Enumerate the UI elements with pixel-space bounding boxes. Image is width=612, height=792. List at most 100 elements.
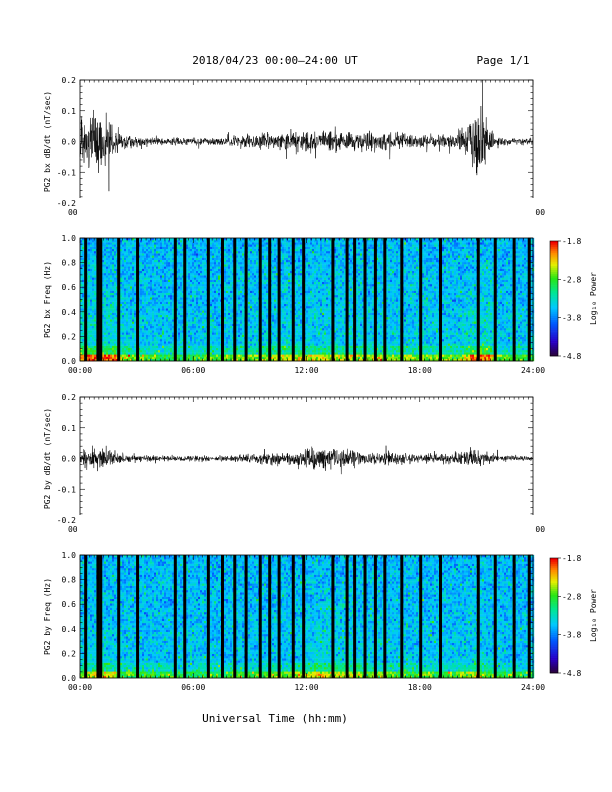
cell <box>150 301 153 304</box>
cell <box>160 279 163 282</box>
cell <box>240 284 243 287</box>
cell <box>94 257 97 260</box>
cell <box>114 297 117 300</box>
cell <box>226 297 229 300</box>
cell <box>138 308 141 311</box>
cell <box>94 290 97 293</box>
cell <box>104 286 107 289</box>
cell <box>166 301 169 304</box>
cell <box>110 314 113 318</box>
cell <box>112 354 115 357</box>
cell <box>172 332 175 335</box>
cell <box>148 255 151 258</box>
cell <box>230 246 233 249</box>
cell <box>158 343 161 346</box>
cell <box>198 350 201 353</box>
cell <box>242 273 245 276</box>
cell <box>226 286 229 289</box>
cell <box>214 244 217 247</box>
cell <box>228 240 231 243</box>
cell <box>110 277 113 280</box>
cell <box>180 301 183 304</box>
cell <box>188 312 191 315</box>
cell <box>168 352 171 355</box>
cell <box>236 319 239 322</box>
cell <box>188 358 191 362</box>
cell <box>148 251 151 254</box>
cell <box>186 312 189 315</box>
cell <box>128 277 131 280</box>
cell <box>90 325 93 329</box>
cell <box>92 314 95 318</box>
cell <box>166 266 169 269</box>
cell <box>180 288 183 291</box>
cell <box>212 330 215 333</box>
cell <box>186 264 189 267</box>
cell <box>166 251 169 254</box>
cell <box>124 268 127 271</box>
cell <box>226 264 229 267</box>
cell <box>128 237 131 241</box>
cell <box>188 277 191 280</box>
cell <box>80 266 83 269</box>
cell <box>130 237 133 241</box>
cell <box>156 240 159 243</box>
cell <box>216 288 219 291</box>
cell <box>202 314 205 318</box>
cell <box>182 310 185 313</box>
cell <box>80 270 83 274</box>
cell <box>88 339 91 342</box>
cell <box>224 343 227 346</box>
cell <box>190 248 193 252</box>
cell <box>90 336 93 340</box>
cell <box>142 352 145 355</box>
cell <box>146 240 149 243</box>
cell <box>148 268 151 271</box>
cell <box>230 279 233 282</box>
cell <box>186 301 189 304</box>
cell <box>114 262 117 265</box>
cell <box>106 248 109 252</box>
cell <box>232 301 235 304</box>
cell <box>122 284 125 287</box>
cell <box>204 317 207 320</box>
cell <box>210 301 213 304</box>
cell <box>88 244 91 247</box>
cell <box>186 341 189 344</box>
cell <box>146 292 149 296</box>
cell <box>110 288 113 291</box>
cell <box>230 297 233 300</box>
cell <box>214 242 217 245</box>
cell <box>92 352 95 355</box>
cell <box>194 325 197 329</box>
cell <box>182 253 185 256</box>
cell <box>148 328 151 331</box>
cell <box>226 325 229 329</box>
cell <box>116 303 119 307</box>
cell <box>182 281 185 285</box>
cell <box>90 308 93 311</box>
cell <box>104 352 107 355</box>
cell <box>226 273 229 276</box>
cell <box>202 308 205 311</box>
cell <box>102 262 105 265</box>
cell <box>212 290 215 293</box>
cell <box>168 310 171 313</box>
cell <box>132 325 135 329</box>
cell <box>160 303 163 307</box>
cell <box>154 237 157 241</box>
cell <box>116 275 119 278</box>
cell <box>204 262 207 265</box>
cell <box>240 358 243 362</box>
cell <box>130 323 133 326</box>
cell <box>200 262 203 265</box>
cell <box>114 314 117 318</box>
cell <box>126 350 129 353</box>
cell <box>142 290 145 293</box>
cell <box>216 301 219 304</box>
cell <box>198 240 201 243</box>
cell <box>150 328 153 331</box>
cell <box>242 310 245 313</box>
cell <box>194 255 197 258</box>
cell <box>94 319 97 322</box>
